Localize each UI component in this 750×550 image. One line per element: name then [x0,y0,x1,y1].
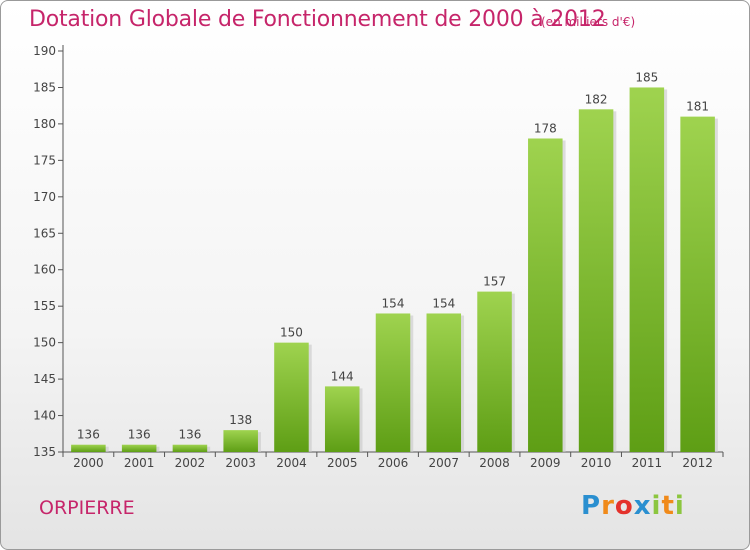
bar [629,87,665,453]
x-tick-label: 2010 [581,456,612,470]
bar-value-label: 150 [280,326,303,340]
y-tick-label: 145 [33,372,56,386]
bar [528,138,563,452]
y-tick-label: 165 [33,226,56,240]
x-tick-label: 2009 [530,456,561,470]
x-tick-label: 2000 [73,456,104,470]
x-tick-label: 2006 [378,456,409,470]
bars: 136 136 136 138 150 144 154 154 157 178 182 185 181 [71,70,718,453]
bar [223,430,258,452]
y-tick-label: 185 [33,80,56,94]
logo-letter: x [633,491,652,521]
bar-value-label: 154 [382,296,405,310]
x-tick-label: 2001 [124,456,155,470]
logo-letter: r [601,491,615,521]
y-tick-label: 150 [33,336,56,350]
chart-title: Dotation Globale de Fonctionnement de 20… [29,7,606,32]
x-axis: 2000 2001 2002 2003 2004 2005 2006 2007 2008 2009… [62,451,724,470]
x-tick-label: 2012 [682,456,713,470]
proxiti-logo: Proxiti [581,491,685,521]
x-tick-label: 2007 [428,456,459,470]
y-axis: 135 140 145 150 155 160 165 170 175 180 185 190 [33,44,64,459]
bar-value-label: 154 [432,296,455,310]
x-tick-label: 2011 [632,456,663,470]
bar [375,313,411,452]
bar-value-label: 157 [483,275,506,289]
bar-value-label: 138 [229,413,252,427]
bar-value-label: 181 [686,100,709,114]
bar-value-label: 144 [331,369,354,383]
x-tick-label: 2005 [327,456,358,470]
y-tick-label: 180 [33,117,56,131]
x-tick-label: 2004 [276,456,307,470]
bar-value-label: 182 [585,92,608,106]
y-tick-label: 140 [33,409,56,423]
chart-subtitle: (en milliers d'€) [541,15,636,29]
bar-value-label: 136 [128,428,151,442]
bar-value-label: 178 [534,121,557,135]
y-tick-label: 155 [33,299,56,313]
logo-letter: i [674,491,685,521]
bar [477,291,512,452]
bar [324,386,360,452]
logo-letter: P [581,491,602,521]
y-tick-label: 160 [33,263,56,277]
bar [680,116,715,453]
y-tick-label: 175 [33,153,56,167]
bar [71,444,106,452]
logo-letter: o [614,491,634,521]
x-tick-label: 2008 [479,456,510,470]
y-tick-label: 170 [33,190,56,204]
commune-name: ORPIERRE [39,497,135,519]
bar [426,313,462,452]
logo-letter: i [651,491,662,521]
bar [274,342,309,452]
bar-value-label: 136 [178,428,201,442]
bar [121,444,157,452]
y-tick-label: 190 [33,44,56,58]
x-tick-label: 2002 [175,456,206,470]
bar-value-label: 136 [77,428,100,442]
bar [172,444,208,452]
logo-letter: t [661,491,675,521]
x-tick-label: 2003 [225,456,256,470]
bar [578,109,614,452]
y-tick-label: 135 [33,445,56,459]
bar-value-label: 185 [635,70,658,84]
